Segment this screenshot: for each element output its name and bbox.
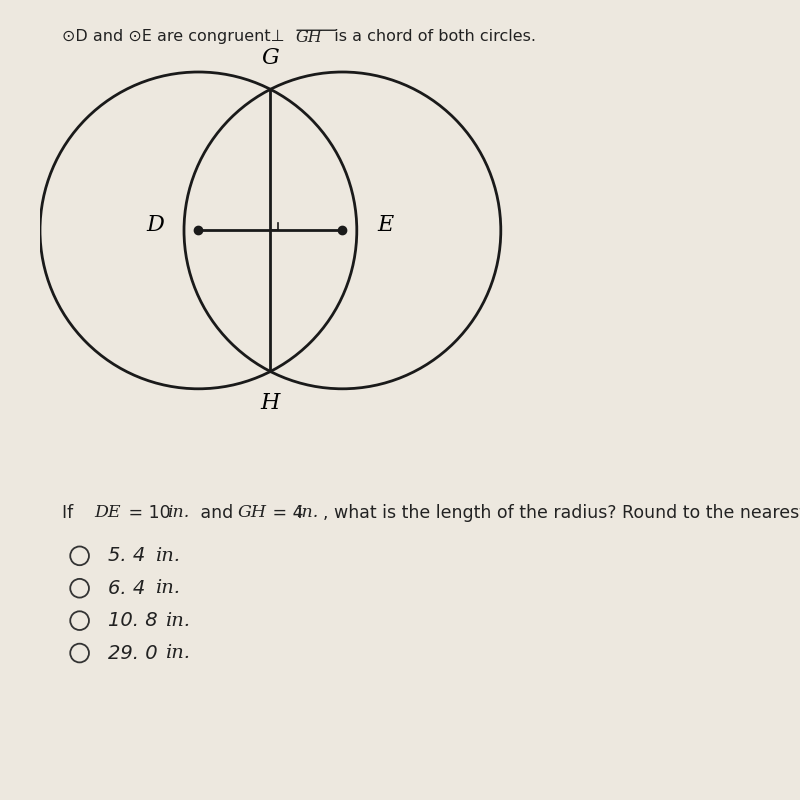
Text: DE: DE	[94, 504, 121, 521]
Text: in.: in.	[296, 504, 318, 521]
Text: G: G	[262, 47, 279, 69]
Text: ⊙D and ⊙E are congruent⊥: ⊙D and ⊙E are congruent⊥	[62, 29, 290, 44]
Text: , what is the length of the radius? Round to the nearest tenth.: , what is the length of the radius? Roun…	[323, 504, 800, 522]
Text: 6. 4: 6. 4	[109, 578, 152, 598]
Text: E: E	[377, 214, 394, 236]
Text: H: H	[261, 392, 280, 414]
Text: = 10: = 10	[122, 504, 176, 522]
Text: 5. 4: 5. 4	[109, 546, 152, 566]
Text: D: D	[146, 214, 164, 236]
Text: in.: in.	[155, 579, 180, 598]
Text: 10. 8: 10. 8	[109, 611, 164, 630]
Text: in.: in.	[165, 644, 190, 662]
Text: GH: GH	[295, 29, 322, 46]
Text: and: and	[195, 504, 238, 522]
Text: 29. 0: 29. 0	[109, 643, 164, 662]
Text: in.: in.	[165, 612, 190, 630]
Text: in.: in.	[155, 547, 180, 565]
Text: GH: GH	[238, 504, 267, 521]
Text: in.: in.	[166, 504, 189, 521]
Text: = 4: = 4	[267, 504, 309, 522]
Text: is a chord of both circles.: is a chord of both circles.	[325, 29, 537, 44]
Text: If: If	[62, 504, 78, 522]
